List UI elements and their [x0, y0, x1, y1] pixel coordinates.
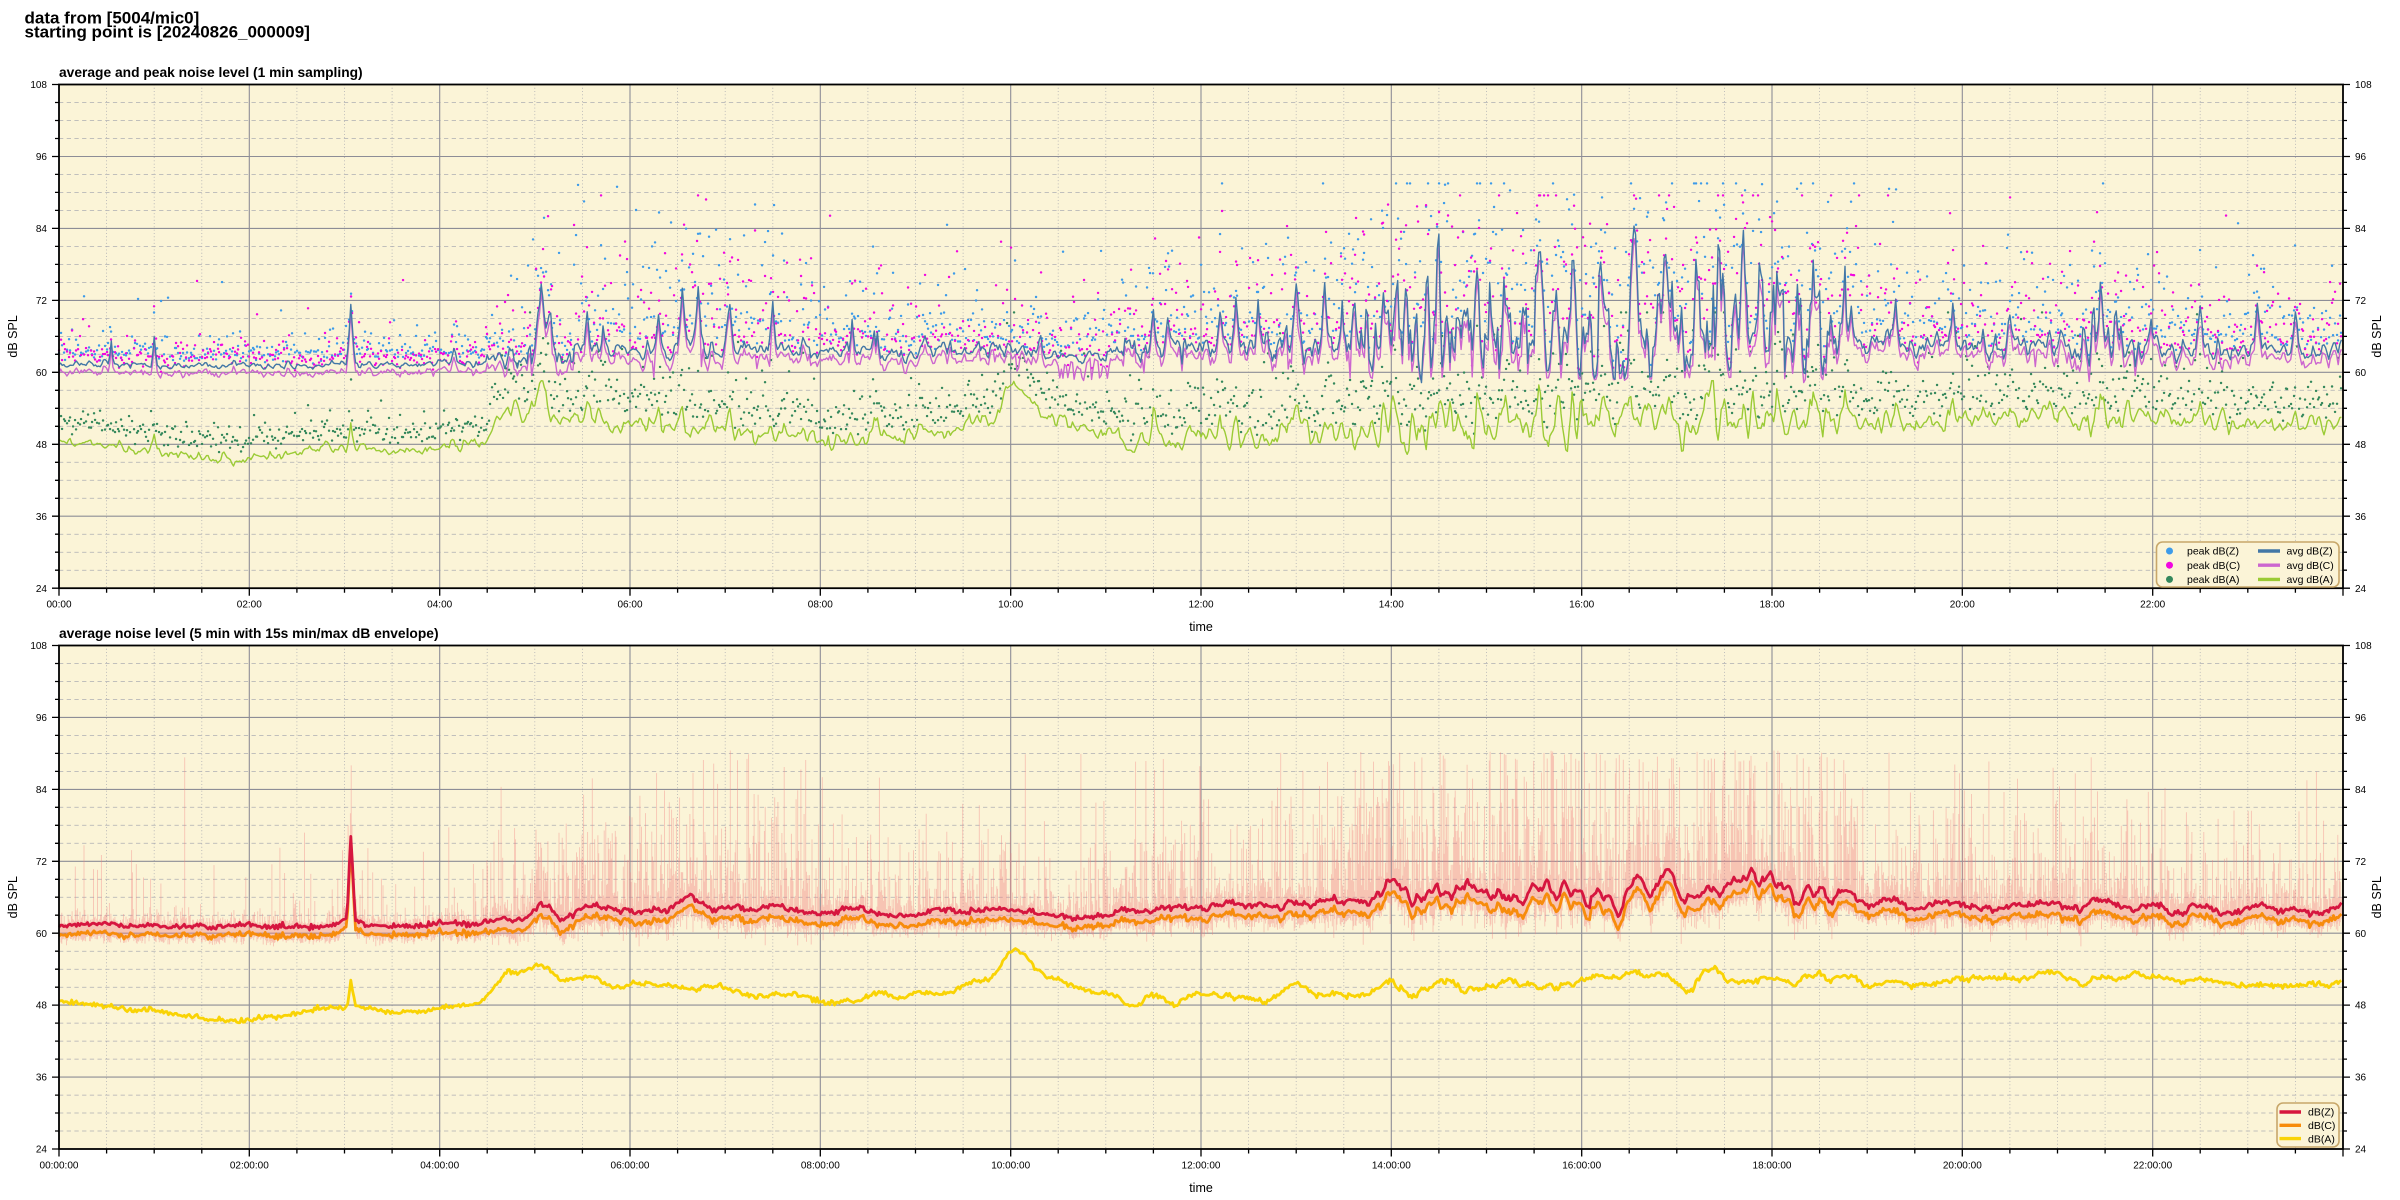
svg-text:36: 36 [36, 512, 48, 523]
svg-text:00:00: 00:00 [46, 600, 71, 611]
svg-text:96: 96 [36, 713, 48, 724]
svg-text:00:00:00: 00:00:00 [40, 1160, 79, 1171]
svg-text:72: 72 [2355, 296, 2367, 307]
svg-text:02:00: 02:00 [237, 600, 262, 611]
svg-text:108: 108 [30, 641, 47, 652]
svg-text:84: 84 [2355, 224, 2367, 235]
svg-text:peak dB(Z): peak dB(Z) [2187, 546, 2239, 558]
svg-text:12:00:00: 12:00:00 [1182, 1160, 1221, 1171]
svg-text:60: 60 [2355, 929, 2367, 940]
svg-text:20:00:00: 20:00:00 [1943, 1160, 1982, 1171]
svg-text:peak dB(A): peak dB(A) [2187, 574, 2240, 586]
svg-text:72: 72 [36, 296, 48, 307]
svg-text:18:00: 18:00 [1759, 600, 1784, 611]
svg-text:dB SPL: dB SPL [6, 876, 20, 918]
svg-text:72: 72 [36, 857, 48, 868]
svg-text:dB SPL: dB SPL [6, 315, 20, 357]
svg-text:36: 36 [2355, 512, 2367, 523]
svg-text:04:00:00: 04:00:00 [420, 1160, 459, 1171]
svg-text:108: 108 [2355, 80, 2372, 91]
svg-text:08:00:00: 08:00:00 [801, 1160, 840, 1171]
svg-text:02:00:00: 02:00:00 [230, 1160, 269, 1171]
svg-text:08:00: 08:00 [808, 600, 833, 611]
svg-text:108: 108 [30, 80, 47, 91]
svg-text:36: 36 [2355, 1073, 2367, 1084]
svg-text:avg dB(C): avg dB(C) [2287, 560, 2334, 572]
svg-text:24: 24 [36, 584, 48, 595]
svg-text:dB(C): dB(C) [2308, 1120, 2335, 1132]
svg-text:10:00: 10:00 [998, 600, 1023, 611]
svg-text:96: 96 [2355, 152, 2367, 163]
svg-text:starting point is [20240826_00: starting point is [20240826_000009] [25, 23, 310, 42]
svg-text:18:00:00: 18:00:00 [1753, 1160, 1792, 1171]
svg-text:48: 48 [36, 440, 48, 451]
svg-text:24: 24 [36, 1145, 48, 1156]
svg-text:peak dB(C): peak dB(C) [2187, 560, 2240, 572]
svg-text:06:00: 06:00 [617, 600, 642, 611]
svg-text:time: time [1189, 620, 1213, 634]
svg-text:14:00: 14:00 [1379, 600, 1404, 611]
svg-text:avg dB(Z): avg dB(Z) [2287, 546, 2333, 558]
svg-text:22:00:00: 22:00:00 [2133, 1160, 2172, 1171]
svg-text:36: 36 [36, 1073, 48, 1084]
svg-text:96: 96 [2355, 713, 2367, 724]
svg-text:84: 84 [36, 785, 48, 796]
svg-text:dB SPL: dB SPL [2370, 315, 2384, 357]
svg-text:72: 72 [2355, 857, 2367, 868]
svg-text:12:00: 12:00 [1188, 600, 1213, 611]
svg-text:avg dB(A): avg dB(A) [2287, 574, 2334, 586]
svg-text:average noise level (5 min wit: average noise level (5 min with 15s min/… [59, 626, 439, 641]
svg-text:108: 108 [2355, 641, 2372, 652]
svg-text:96: 96 [36, 152, 48, 163]
svg-text:20:00: 20:00 [1950, 600, 1975, 611]
svg-text:average and peak noise level (: average and peak noise level (1 min samp… [59, 65, 363, 80]
svg-text:dB(Z): dB(Z) [2308, 1107, 2334, 1119]
svg-text:04:00: 04:00 [427, 600, 452, 611]
svg-text:60: 60 [2355, 368, 2367, 379]
svg-text:10:00:00: 10:00:00 [991, 1160, 1030, 1171]
svg-text:24: 24 [2355, 1145, 2367, 1156]
svg-text:22:00: 22:00 [2140, 600, 2165, 611]
svg-text:24: 24 [2355, 584, 2367, 595]
svg-text:16:00:00: 16:00:00 [1562, 1160, 1601, 1171]
svg-text:84: 84 [36, 224, 48, 235]
svg-text:48: 48 [2355, 1001, 2367, 1012]
svg-text:dB(A): dB(A) [2308, 1133, 2335, 1145]
svg-text:16:00: 16:00 [1569, 600, 1594, 611]
svg-text:84: 84 [2355, 785, 2367, 796]
svg-text:data from [5004/mic0]: data from [5004/mic0] [25, 8, 200, 27]
svg-text:60: 60 [36, 368, 48, 379]
svg-text:60: 60 [36, 929, 48, 940]
svg-text:48: 48 [36, 1001, 48, 1012]
svg-text:06:00:00: 06:00:00 [611, 1160, 650, 1171]
svg-text:14:00:00: 14:00:00 [1372, 1160, 1411, 1171]
svg-text:48: 48 [2355, 440, 2367, 451]
svg-text:time: time [1189, 1181, 1213, 1195]
svg-text:dB SPL: dB SPL [2370, 876, 2384, 918]
